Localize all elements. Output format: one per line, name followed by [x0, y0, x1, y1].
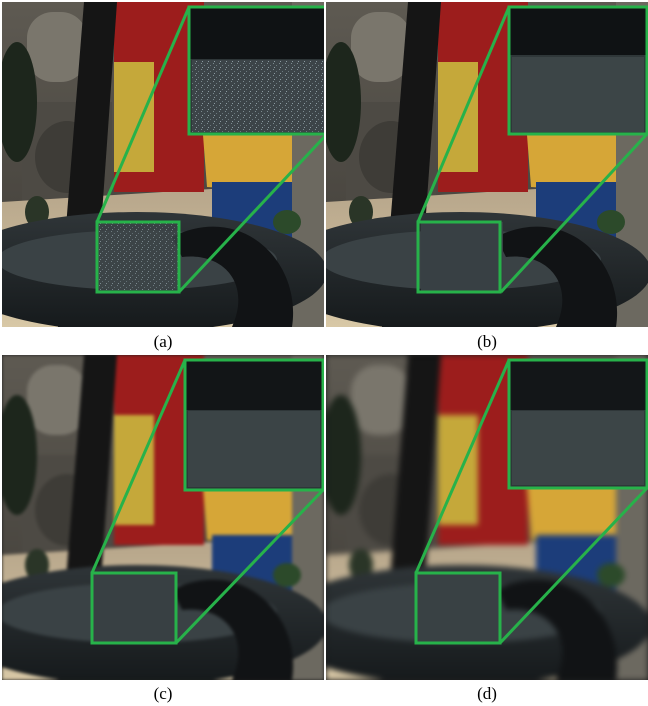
panel-d-image — [326, 355, 648, 680]
caption-d: (d) — [477, 684, 497, 703]
zoom-inset-box — [507, 5, 648, 136]
zoom-connector-line — [498, 486, 648, 645]
highlight-box — [90, 571, 178, 645]
highlight-box — [95, 220, 181, 294]
zoom-connector-line — [90, 359, 187, 574]
zoom-inset-box — [183, 358, 324, 492]
highlight-box — [416, 220, 502, 294]
caption-a: (a) — [153, 332, 173, 351]
scene-render — [326, 2, 648, 327]
highlight-box — [414, 571, 502, 645]
zoom-overlay — [90, 358, 324, 645]
panel-c-image — [2, 355, 324, 680]
zoom-connector-line — [174, 488, 324, 645]
zoom-overlay — [414, 358, 648, 645]
scene-render — [2, 2, 324, 327]
zoom-inset-box — [187, 5, 324, 136]
zoom-connector-line — [95, 6, 191, 223]
zoom-connector-line — [416, 6, 511, 223]
panel-a-image — [2, 2, 324, 327]
zoom-connector-line — [177, 135, 324, 294]
zoom-connector-line — [414, 359, 511, 574]
zoom-connector-line — [499, 132, 648, 294]
caption-b: (b) — [477, 332, 497, 351]
panel-b-image — [326, 2, 648, 327]
zoom-inset-box — [507, 358, 648, 490]
caption-c: (c) — [153, 684, 173, 703]
